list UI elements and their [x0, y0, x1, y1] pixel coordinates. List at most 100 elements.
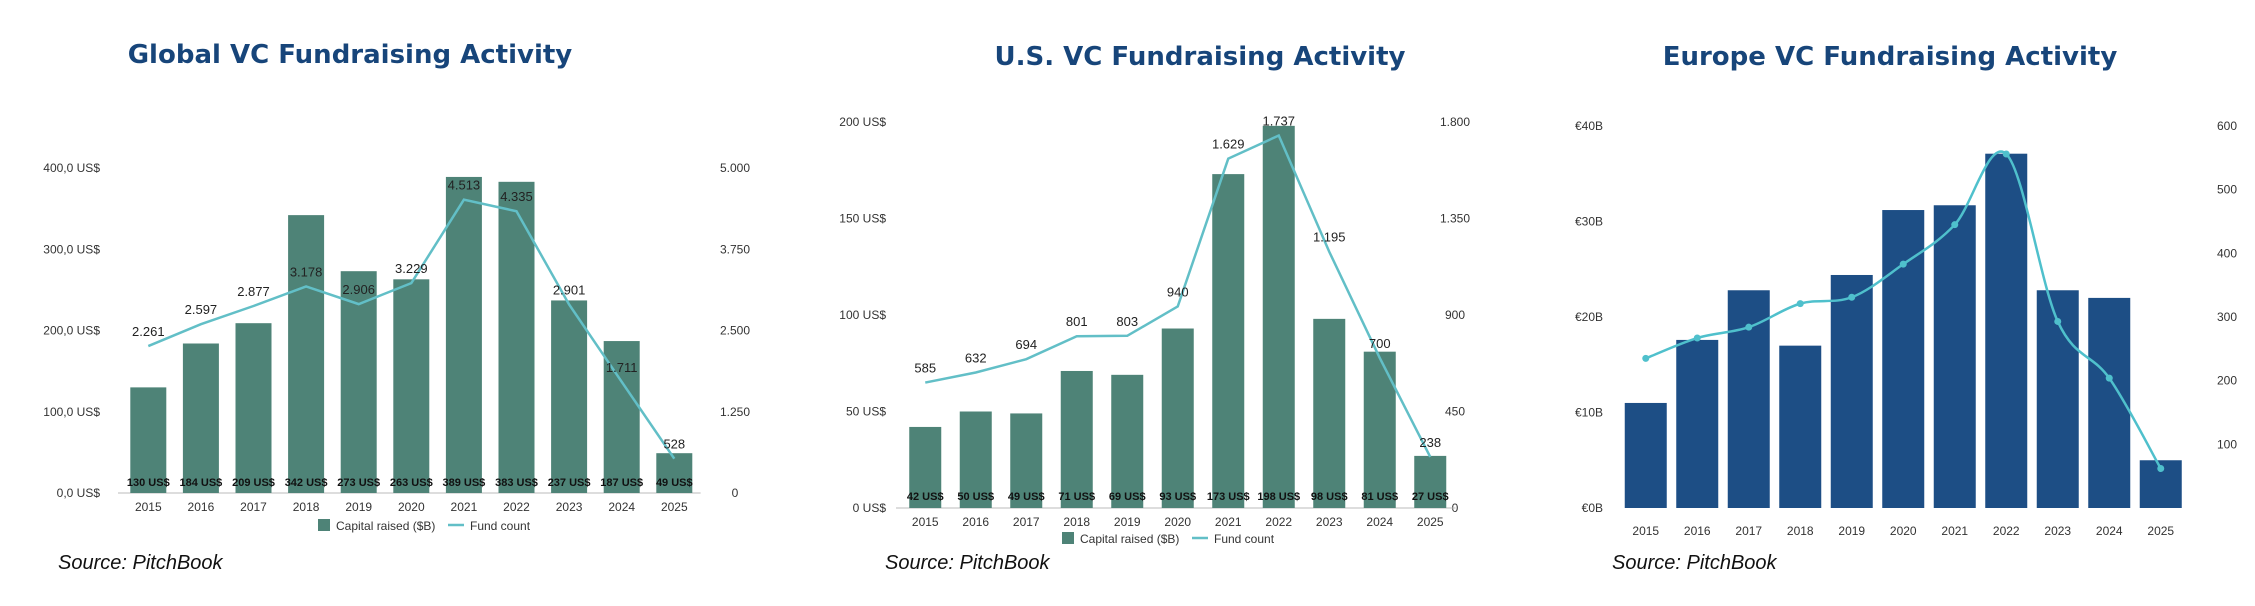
bar: [340, 271, 377, 493]
bar: [1882, 210, 1925, 509]
bar-data-label: 209 US$: [232, 477, 275, 489]
fund-count-line: [147, 198, 676, 460]
chart-3-title: Europe VC Fundraising Activity: [1662, 42, 2118, 72]
line-data-label: 700: [1369, 336, 1391, 351]
x-tick-label: 2022: [1993, 524, 2020, 538]
right-axis-tick-label: 2.500: [720, 324, 750, 338]
bar: [1262, 125, 1295, 509]
line-data-label: 4.513: [448, 178, 481, 193]
bar: [959, 411, 992, 508]
bar: [393, 279, 430, 493]
x-tick-label: 2018: [1063, 515, 1090, 529]
bar: [235, 323, 272, 493]
bar: [1624, 402, 1667, 508]
line-data-label: 1.629: [1212, 137, 1245, 152]
bar: [603, 341, 640, 493]
left-axis-tick-label: 150 US$: [839, 212, 886, 226]
line-data-label: 1.711: [606, 360, 638, 375]
bar: [909, 426, 942, 508]
x-tick-label: 2017: [240, 500, 267, 514]
left-axis-tick-label: 400,0 US$: [43, 161, 100, 175]
chart-1-source: Source: PitchBook: [58, 552, 223, 574]
fund-count-point: [1951, 221, 1959, 229]
bar-data-label: 187 US$: [600, 477, 643, 489]
line-data-label: 940: [1167, 284, 1189, 299]
x-tick-label: 2022: [503, 500, 530, 514]
bar: [2036, 290, 2079, 508]
fund-count-point: [1745, 323, 1753, 331]
bar-data-label: 184 US$: [179, 477, 222, 489]
x-tick-label: 2023: [556, 500, 583, 514]
fund-count-point: [1796, 300, 1804, 308]
legend-line-label: Fund count: [1214, 532, 1275, 546]
bar-data-label: 342 US$: [285, 477, 328, 489]
right-axis-tick-label: 3.750: [720, 242, 750, 256]
right-axis-tick-label: 900: [1445, 308, 1465, 322]
bar-data-label: 49 US$: [656, 477, 693, 489]
chart-2-title: U.S. VC Fundraising Activity: [994, 42, 1406, 72]
legend: Capital raised ($B) Fund count: [318, 519, 531, 533]
bar: [1010, 413, 1043, 508]
line-data-label: 1.737: [1262, 114, 1295, 129]
legend-bar-label: Capital raised ($B): [1080, 532, 1179, 546]
bar: [288, 215, 325, 493]
right-axis-tick-label: 200: [2217, 374, 2237, 388]
x-tick-label: 2022: [1265, 515, 1292, 529]
x-tick-label: 2019: [345, 500, 372, 514]
left-axis-tick-label: 200 US$: [839, 115, 886, 129]
x-tick-label: 2021: [1215, 515, 1242, 529]
left-axis-tick-label: €0B: [1582, 501, 1603, 515]
right-axis-tick-label: 1.250: [720, 405, 750, 419]
legend-bar-swatch: [1062, 532, 1074, 544]
legend: Capital raised ($B) Fund count: [1062, 532, 1275, 546]
left-axis-tick-label: 0,0 US$: [57, 486, 101, 500]
line-data-label: 2.877: [237, 284, 270, 299]
bar-data-label: 27 US$: [1412, 491, 1449, 503]
x-tick-label: 2020: [398, 500, 425, 514]
right-axis-tick-label: 100: [2217, 437, 2237, 451]
x-tick-label: 2015: [1632, 524, 1659, 538]
bar: [445, 176, 482, 493]
right-axis-tick-label: 0: [732, 486, 739, 500]
fund-count-point: [2002, 150, 2010, 158]
left-axis-tick-label: €20B: [1575, 310, 1603, 324]
bar-data-label: 50 US$: [957, 491, 994, 503]
bar-data-label: 71 US$: [1058, 491, 1095, 503]
x-tick-label: 2025: [2147, 524, 2174, 538]
bar: [1414, 455, 1447, 508]
right-axis-tick-label: 5.000: [720, 161, 750, 175]
chart-1-title: Global VC Fundraising Activity: [127, 40, 573, 70]
x-tick-label: 2025: [661, 500, 688, 514]
bar: [1779, 345, 1822, 508]
right-axis-tick-label: 400: [2217, 246, 2237, 260]
bar-data-label: 93 US$: [1159, 491, 1196, 503]
line-data-label: 2.906: [342, 282, 375, 297]
bar-data-label: 273 US$: [337, 477, 380, 489]
fund-count-point: [1848, 293, 1856, 301]
line-data-label: 3.229: [395, 261, 428, 276]
bar: [1985, 153, 2028, 508]
bar: [1161, 328, 1194, 508]
x-tick-label: 2018: [293, 500, 320, 514]
line-data-label: 2.901: [553, 282, 586, 297]
x-tick-label: 2023: [2044, 524, 2071, 538]
x-tick-label: 2023: [1316, 515, 1343, 529]
bar: [1111, 374, 1144, 508]
bar: [1933, 205, 1976, 508]
line-data-label: 1.195: [1313, 230, 1346, 245]
line-data-label: 801: [1066, 314, 1088, 329]
x-tick-label: 2019: [1838, 524, 1865, 538]
line-data-label: 2.261: [132, 324, 165, 339]
left-axis-tick-label: 300,0 US$: [43, 242, 100, 256]
left-axis-tick-label: 0 US$: [853, 501, 887, 515]
fund-count-point: [1642, 354, 1650, 362]
line-data-label: 4.335: [500, 189, 533, 204]
x-tick-label: 2015: [135, 500, 162, 514]
bar-data-label: 263 US$: [390, 477, 433, 489]
fund-count-line: [925, 133, 1432, 458]
right-axis-tick-label: 300: [2217, 310, 2237, 324]
x-tick-label: 2016: [1684, 524, 1711, 538]
x-tick-label: 2015: [912, 515, 939, 529]
